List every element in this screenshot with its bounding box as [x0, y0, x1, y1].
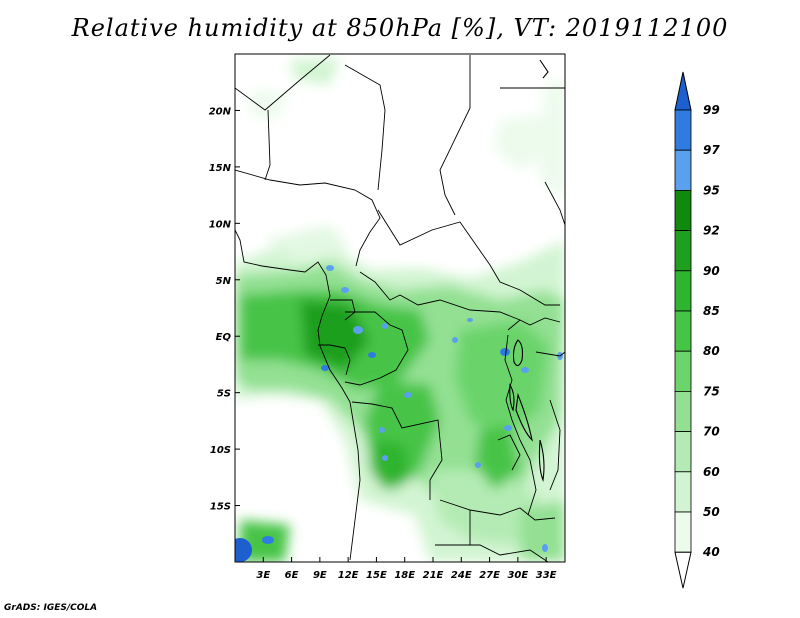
- colorbar-label: 95: [703, 183, 720, 197]
- saturation-spots: [235, 265, 563, 562]
- lon-tick-label: 30E: [507, 570, 528, 581]
- lon-tick-label: 6E: [285, 570, 299, 581]
- lon-tick-label: 33E: [536, 570, 557, 581]
- colorbar-label: 85: [703, 304, 720, 318]
- colorbar-label: 60: [703, 465, 720, 479]
- colorbar-label: 92: [703, 224, 720, 238]
- colorbar-label: 40: [702, 545, 720, 559]
- credit-text: GrADS: IGES/COLA: [4, 603, 98, 613]
- colorbar-label: 75: [703, 384, 720, 398]
- colorbar-swatch: [674, 109, 692, 151]
- colorbar-label: 70: [703, 425, 720, 439]
- lat-tick-label: 10N: [209, 219, 232, 230]
- lat-tick-label: 15N: [209, 163, 232, 174]
- colorbar-swatch: [674, 511, 692, 553]
- colorbar-top-arrow: [674, 71, 692, 111]
- lat-tick-label: 5S: [217, 389, 231, 400]
- colorbar-label: 99: [703, 103, 720, 117]
- lat-tick-label: 5N: [216, 276, 232, 287]
- lon-tick-label: 21E: [423, 570, 444, 581]
- axis-ticks: 3E 6E 9E 12E 15E 18E 21E 24E 27E 30E 33E 20N 15N 10N 5…: [209, 106, 557, 581]
- lakes: [509, 59, 549, 483]
- colorbar-swatch: [674, 189, 692, 231]
- lat-tick-label: EQ: [216, 332, 232, 343]
- colorbar-label: 80: [703, 344, 720, 358]
- colorbar: 99 97 95 92 90 85 80 75 70 60 50 40: [674, 71, 720, 589]
- humidity-shading: [235, 58, 565, 562]
- lon-tick-label: 3E: [256, 570, 270, 581]
- colorbar-swatch: [674, 310, 692, 352]
- lon-tick-label: 9E: [313, 570, 327, 581]
- lat-tick-label: 15S: [210, 502, 231, 513]
- lat-tick-label: 10S: [210, 445, 231, 456]
- colorbar-swatch: [674, 230, 692, 272]
- lon-tick-label: 12E: [338, 570, 359, 581]
- colorbar-bottom-arrow: [674, 551, 692, 589]
- colorbar-label: 50: [703, 505, 720, 519]
- colorbar-swatch: [674, 431, 692, 473]
- colorbar-swatch: [674, 149, 692, 191]
- country-borders: [235, 54, 565, 562]
- colorbar-swatch: [674, 270, 692, 312]
- colorbar-label: 90: [703, 264, 720, 278]
- map-frame: [234, 53, 566, 563]
- lon-tick-label: 24E: [451, 570, 472, 581]
- colorbar-label: 97: [703, 143, 720, 157]
- lon-tick-label: 15E: [366, 570, 387, 581]
- colorbar-swatch: [674, 471, 692, 513]
- colorbar-swatch: [674, 350, 692, 392]
- lon-tick-label: 18E: [394, 570, 415, 581]
- lon-tick-label: 27E: [479, 570, 500, 581]
- lat-tick-label: 20N: [209, 106, 232, 117]
- map-title: Relative humidity at 850hPa [%], VT: 201…: [71, 14, 729, 42]
- colorbar-swatch: [674, 390, 692, 432]
